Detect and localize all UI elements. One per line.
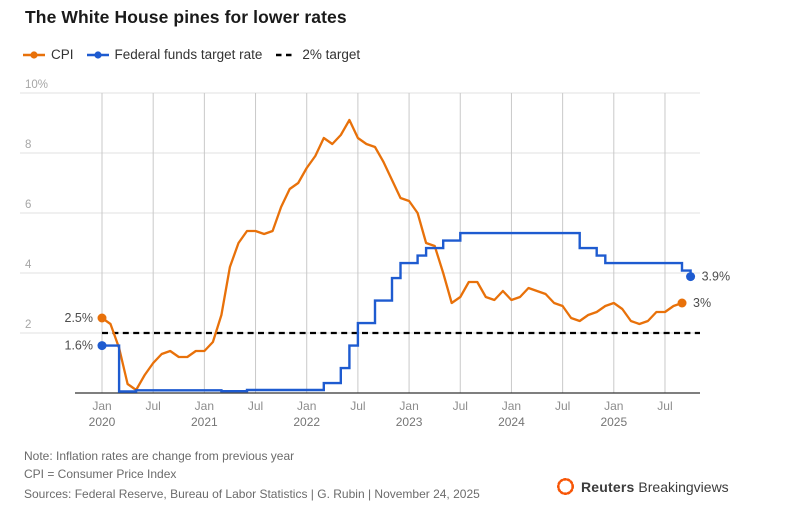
x-tick-year: 2022 — [293, 415, 320, 429]
reuters-logo-icon — [557, 478, 574, 495]
x-tick-month: Jul — [350, 399, 365, 413]
fed-end-dot — [686, 272, 696, 282]
note-line-1: Note: Inflation rates are change from pr… — [24, 449, 295, 463]
y-tick-label: 4 — [25, 259, 32, 271]
sources-line: Sources: Federal Reserve, Bureau of Labo… — [24, 487, 480, 501]
legend-label-fed: Federal funds target rate — [114, 47, 263, 62]
fed-end-value-label: 3.9% — [702, 270, 731, 284]
x-tick-month: Jan — [399, 399, 418, 413]
legend-label-target: 2% target — [302, 47, 361, 62]
x-tick-year: 2021 — [191, 415, 218, 429]
legend-item-cpi: CPI — [23, 47, 74, 62]
x-tick-month: Jul — [248, 399, 263, 413]
x-tick-year: 2023 — [396, 415, 423, 429]
cpi-start-value-label: 2.5% — [65, 311, 94, 325]
chart-title: The White House pines for lower rates — [25, 7, 347, 27]
legend-item-target: 2% target — [275, 47, 360, 62]
x-tick-year: 2025 — [600, 415, 627, 429]
x-tick-year: 2024 — [498, 415, 525, 429]
cpi-start-dot — [97, 313, 107, 323]
cpi-end-value-label: 3% — [693, 296, 711, 310]
target-legend-marker-icon — [275, 51, 297, 59]
x-tick-month: Jan — [502, 399, 521, 413]
brand-reuters: Reuters — [581, 478, 635, 495]
note-line-2: CPI = Consumer Price Index — [24, 467, 177, 481]
y-tick-label: 8 — [25, 139, 31, 151]
legend: CPI Federal funds target rate 2% target — [23, 47, 360, 62]
cpi-end-dot — [677, 298, 687, 308]
legend-label-cpi: CPI — [51, 47, 74, 62]
x-tick-month: Jul — [146, 399, 161, 413]
x-tick-month: Jan — [195, 399, 214, 413]
x-tick-month: Jul — [555, 399, 570, 413]
x-tick-month: Jul — [453, 399, 468, 413]
y-tick-label: 6 — [25, 199, 31, 211]
fed-line — [102, 231, 692, 393]
fed-legend-marker-icon — [86, 50, 109, 60]
fed-start-dot — [97, 341, 107, 351]
fed-start-value-label: 1.6% — [65, 339, 94, 353]
x-tick-month: Jan — [92, 399, 111, 413]
cpi-legend-marker-icon — [23, 50, 45, 60]
y-tick-label: 10% — [25, 79, 48, 91]
x-tick-month: Jan — [297, 399, 316, 413]
legend-item-fed: Federal funds target rate — [86, 47, 263, 62]
cpi-line — [100, 118, 684, 392]
y-tick-label: 2 — [25, 319, 31, 331]
reuters-breakingviews-logo: Reuters Breakingviews — [556, 477, 729, 496]
x-tick-year: 2020 — [89, 415, 116, 429]
x-tick-month: Jan — [604, 399, 623, 413]
x-tick-month: Jul — [657, 399, 672, 413]
